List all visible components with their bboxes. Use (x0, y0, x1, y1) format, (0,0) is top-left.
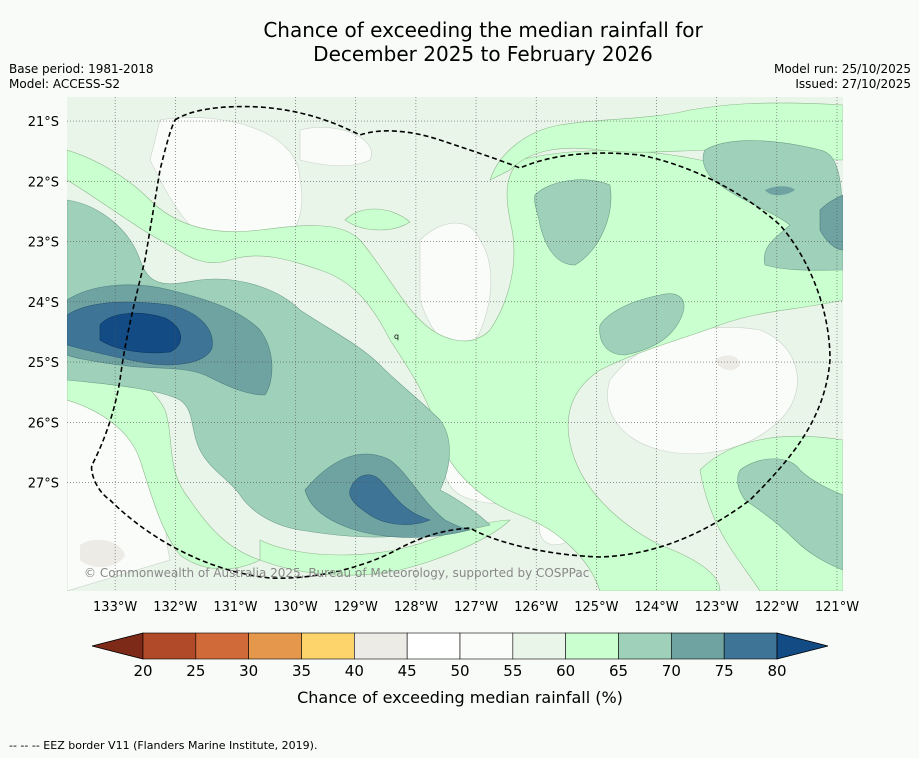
colorbar-tick-label: 55 (503, 662, 522, 680)
model-text: Model: ACCESS-S2 (9, 77, 121, 91)
issued-text: Issued: 27/10/2025 (795, 77, 911, 91)
field-75-80-south (349, 474, 431, 525)
field-45-50-southwest (80, 539, 125, 567)
model-run-text: Model run: 25/10/2025 (773, 62, 911, 76)
colorbar-tick-label: 35 (292, 662, 311, 680)
meta-right: Model run: 25/10/2025 Issued: 27/10/2025 (774, 62, 911, 92)
colorbar-tick-label: 20 (133, 662, 152, 680)
eez-footnote: -- -- -- EEZ border V11 (Flanders Marine… (9, 739, 318, 752)
longitude-label: 131°W (213, 600, 257, 615)
colorbar-over-arrow (776, 632, 829, 660)
longitude-label: 132°W (153, 600, 197, 615)
field-65-70-centre (599, 293, 685, 356)
field-60-65-south (259, 519, 511, 576)
field-70-75-east2 (765, 186, 795, 196)
longitude-label: 125°W (574, 600, 618, 615)
colorbar-segment (565, 632, 619, 660)
longitude-label: 133°W (93, 600, 137, 615)
colorbar-tick-label: 80 (767, 662, 786, 680)
field-50-55-north2 (299, 127, 372, 167)
colorbar-under-arrow (91, 632, 144, 660)
longitude-label: 130°W (274, 600, 318, 615)
field-60-65-main (67, 149, 843, 591)
longitude-label: 124°W (634, 600, 678, 615)
colorbar-tick-label: 65 (609, 662, 628, 680)
latitude-labels: 21°S 22°S 23°S 24°S 25°S 26°S 27°S (28, 115, 59, 491)
colorbar-segment (142, 632, 197, 660)
colorbar-segment (195, 632, 249, 660)
latitude-label: 21°S (28, 115, 59, 130)
base-period-text: Base period: 1981-2018 (9, 62, 154, 76)
colorbar-label: Chance of exceeding median rainfall (%) (297, 688, 623, 707)
colorbar-segment (406, 632, 461, 660)
field-80-plus (99, 313, 181, 354)
longitude-label: 129°W (334, 600, 378, 615)
longitude-label: 126°W (514, 600, 558, 615)
longitude-label: 128°W (394, 600, 438, 615)
field-60-65-north (489, 102, 843, 181)
latitude-label: 23°S (28, 236, 59, 251)
graticule (67, 97, 843, 591)
field-65-70-northeast (702, 140, 843, 271)
longitude-label: 127°W (454, 600, 498, 615)
colorbar-tick-label: 50 (450, 662, 469, 680)
field-65-70-north (534, 179, 612, 266)
longitude-label: 121°W (815, 600, 859, 615)
field-45-50-east (715, 355, 740, 371)
colorbar-segment (512, 632, 566, 660)
latitude-label: 22°S (28, 175, 59, 190)
title-line-1: Chance of exceeding the median rainfall … (263, 18, 703, 42)
colorbar (91, 632, 829, 660)
copyright-text: © Commonwealth of Australia 2025, Bureau… (84, 566, 589, 580)
colorbar-segment (354, 632, 408, 660)
longitude-labels: 133°W 132°W 131°W 130°W 129°W 128°W 127°W 126°W… (93, 600, 859, 615)
latitude-label: 27°S (28, 477, 59, 492)
meta-left: Base period: 1981-2018 Model: ACCESS-S2 (9, 62, 154, 92)
colorbar-segment (671, 632, 725, 660)
longitude-label: 122°W (755, 600, 799, 615)
field-60-65-blob (344, 208, 411, 231)
longitude-label: 123°W (695, 600, 739, 615)
colorbar-segment (301, 632, 355, 660)
latitude-label: 26°S (28, 416, 59, 431)
latitude-label: 24°S (28, 296, 59, 311)
colorbar-tick-label: 70 (662, 662, 681, 680)
colorbar-segment (248, 632, 302, 660)
latitude-label: 25°S (28, 356, 59, 371)
colorbar-tick-label: 45 (398, 662, 417, 680)
colorbar-segment (459, 632, 514, 660)
map-title: Chance of exceeding the median rainfall … (0, 18, 919, 66)
eez-border (90, 105, 831, 579)
title-line-2: December 2025 to February 2026 (313, 42, 653, 66)
field-65-70-west (67, 199, 491, 538)
colorbar-segment (723, 632, 778, 660)
colorbar-tick-label: 75 (715, 662, 734, 680)
colorbar-tick-label: 25 (186, 662, 205, 680)
colorbar-ticks: 20 25 30 35 40 45 50 55 60 65 70 75 80 (133, 662, 786, 680)
small-mark-text: q (394, 332, 399, 341)
colorbar-tick-label: 60 (556, 662, 575, 680)
rainfall-probability-field (67, 97, 843, 591)
colorbar-segment (618, 632, 672, 660)
colorbar-tick-label: 30 (239, 662, 258, 680)
colorbar-tick-label: 40 (345, 662, 364, 680)
